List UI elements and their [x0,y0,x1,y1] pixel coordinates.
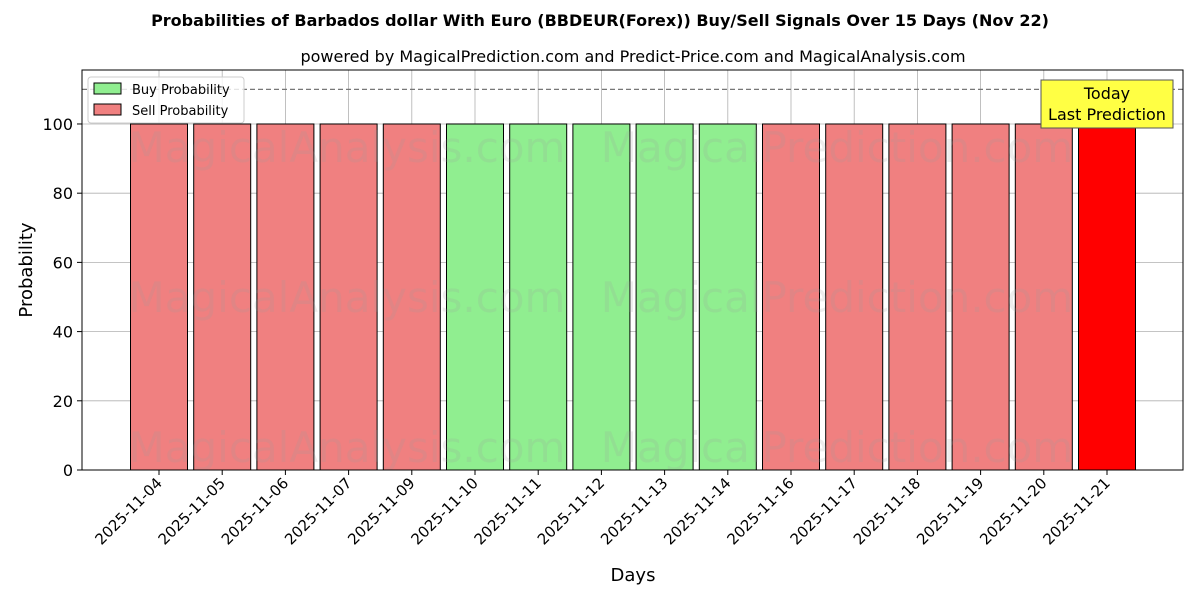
legend: Buy Probability Sell Probability [87,76,245,124]
bar-sell [382,123,441,471]
annotation-line1: Today [1083,84,1130,103]
x-tick-label: 2025-11-13 [597,474,671,548]
x-tick-label: 2025-11-07 [281,474,355,548]
y-axis-label: Probability [16,222,37,317]
legend-label-sell: Sell Probability [132,104,229,119]
bar-buy [572,123,631,471]
y-tick-label: 100 [42,115,73,134]
y-tick-label: 80 [53,184,73,203]
bar-buy [509,123,568,471]
x-tick-label: 2025-11-17 [787,474,861,548]
watermark: MagicalPrediction.com [601,273,1074,322]
watermark: MagicalAnalysis.com [129,423,566,472]
legend-label-buy: Buy Probability [132,83,230,98]
bar-today [1078,123,1136,471]
bar-buy [446,123,504,471]
y-tick-label: 0 [63,461,73,480]
watermarks: MagicalAnalysis.com MagicalPrediction.com… [129,123,1074,472]
x-tick-label: 2025-11-19 [913,474,987,548]
x-tick-label: 2025-11-05 [155,474,229,548]
x-tick-label: 2025-11-18 [850,474,924,548]
x-tick-label: 2025-11-11 [471,474,545,548]
y-tick-label: 60 [53,253,73,272]
chart-title: Probabilities of Barbados dollar With Eu… [151,11,1049,30]
x-tick-label: 2025-11-14 [660,474,734,548]
y-tick-label: 40 [53,323,73,342]
watermark: MagicalAnalysis.com [129,123,566,172]
bar-sell [1014,123,1073,471]
x-axis-label: Days [611,565,656,586]
chart-subtitle: powered by MagicalPrediction.com and Pre… [300,47,965,66]
x-tick-label: 2025-11-09 [344,474,418,548]
bar-sell [888,123,947,471]
watermark: MagicalAnalysis.com [129,273,566,322]
bar-sell [951,123,1010,471]
bar-sell [319,123,378,471]
bar-sell [256,123,315,471]
bars [130,123,1136,471]
y-tick-label: 20 [53,392,73,411]
annotation-line2: Last Prediction [1048,105,1166,124]
bar-sell [825,123,884,471]
bar-buy [635,123,694,471]
x-tick-label: 2025-11-04 [91,474,165,548]
watermark: MagicalPrediction.com [601,123,1074,172]
x-tick-label: 2025-11-20 [976,474,1050,548]
watermark: MagicalPrediction.com [601,423,1074,472]
bar-sell [762,123,820,471]
x-tick-label: 2025-11-06 [218,474,292,548]
bar-buy [698,123,757,471]
x-tick-label: 2025-11-21 [1039,474,1113,548]
plot-frame [81,69,1184,471]
x-tick-label: 2025-11-10 [407,474,481,548]
x-tick-label: 2025-11-12 [534,474,608,548]
x-tick-label: 2025-11-16 [723,474,797,548]
legend-swatch-sell [93,103,122,116]
today-annotation: Today Last Prediction [1040,79,1174,129]
legend-swatch-buy [93,82,122,95]
